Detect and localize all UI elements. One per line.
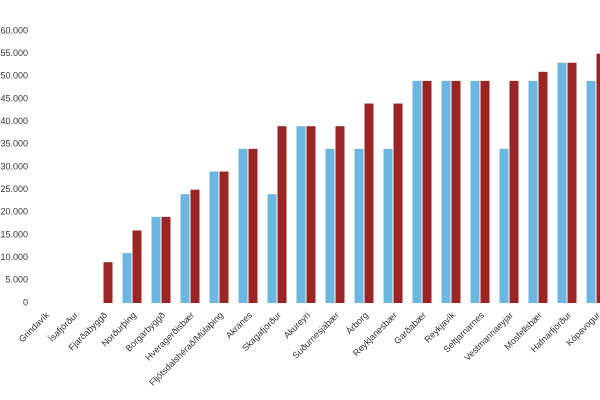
bar <box>557 62 567 303</box>
bar <box>509 80 519 303</box>
x-tick-label: Árborg <box>344 310 370 336</box>
bar <box>151 216 161 303</box>
y-tick-label: 60.000 <box>0 25 28 35</box>
y-tick-label: 25.000 <box>0 184 28 194</box>
y-tick-label: 30.000 <box>0 161 28 171</box>
bar <box>586 80 596 303</box>
bar <box>267 194 277 303</box>
bar <box>596 53 600 303</box>
bar <box>528 80 538 303</box>
y-tick-label: 45.000 <box>0 93 28 103</box>
bar <box>335 126 345 303</box>
bar <box>383 148 393 303</box>
y-tick-label: 5.000 <box>5 275 28 285</box>
bar <box>238 148 248 303</box>
bar <box>499 148 509 303</box>
y-tick-label: 50.000 <box>0 71 28 81</box>
bar <box>296 126 306 303</box>
bar <box>441 80 451 303</box>
bar <box>538 71 548 303</box>
bar <box>354 148 364 303</box>
y-tick-label: 10.000 <box>0 252 28 262</box>
bar <box>122 253 132 303</box>
bar <box>132 230 142 303</box>
bar <box>219 171 229 303</box>
bar <box>277 126 287 303</box>
bar <box>325 148 335 303</box>
y-tick-label: 20.000 <box>0 207 28 217</box>
bar <box>364 103 374 304</box>
bar <box>161 216 171 303</box>
bar <box>422 80 432 303</box>
x-tick-label: Grindavík <box>17 310 52 345</box>
bar <box>190 189 200 303</box>
bar <box>470 80 480 303</box>
y-tick-label: 55.000 <box>0 48 28 58</box>
bar <box>209 171 219 303</box>
bar <box>412 80 422 303</box>
bar <box>451 80 461 303</box>
y-tick-label: 0 <box>23 297 28 307</box>
y-tick-label: 15.000 <box>0 229 28 239</box>
bar <box>180 194 190 303</box>
bar <box>248 148 258 303</box>
bar <box>306 126 316 303</box>
y-tick-label: 35.000 <box>0 139 28 149</box>
bar <box>393 103 403 304</box>
bar <box>103 262 113 303</box>
bar <box>480 80 490 303</box>
y-tick-label: 40.000 <box>0 116 28 126</box>
bar <box>567 62 577 303</box>
